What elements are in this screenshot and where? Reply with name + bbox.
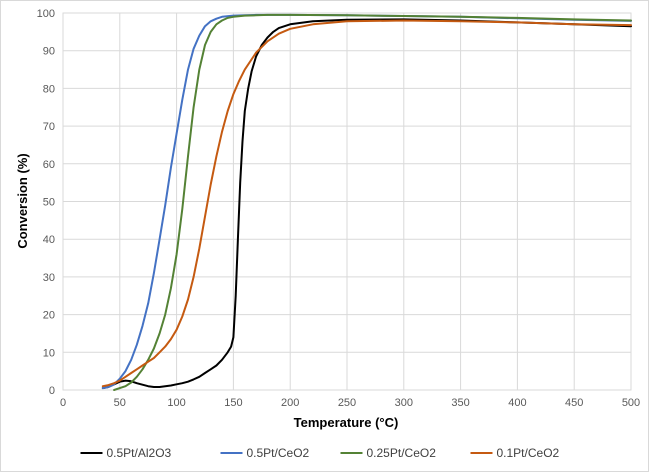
series-layer <box>101 13 632 391</box>
x-tick-label: 450 <box>565 397 583 409</box>
y-tick-label: 60 <box>43 159 55 171</box>
y-axis-title: Conversion (%) <box>15 153 30 248</box>
y-tick-label: 100 <box>37 8 55 20</box>
y-tick-label: 40 <box>43 234 55 246</box>
y-tick-label: 70 <box>43 121 55 133</box>
grid-layer <box>62 12 632 391</box>
series-line-3 <box>101 19 632 388</box>
legend: 0.5Pt/Al2O3 0.5Pt/CeO2 0.25Pt/CeO2 0.1Pt/Ce… <box>80 446 560 460</box>
x-tick-label: 200 <box>281 397 299 409</box>
legend-label-3: 0.1Pt/CeO2 <box>497 446 560 460</box>
x-tick-label: 0 <box>60 397 66 409</box>
legend-label-0: 0.5Pt/Al2O3 <box>107 446 172 460</box>
y-tick-label: 20 <box>43 310 55 322</box>
y-tick-label: 90 <box>43 46 55 58</box>
legend-label-2: 0.25Pt/CeO2 <box>367 446 437 460</box>
y-tick-label: 50 <box>43 197 55 209</box>
tick-layer: 0 50 100 150 200 250 300 350 400 450 500 0 10 20 30 40 5… <box>37 8 641 409</box>
x-tick-label: 300 <box>395 397 413 409</box>
x-tick-label: 50 <box>114 397 126 409</box>
x-tick-label: 100 <box>167 397 185 409</box>
y-tick-label: 0 <box>49 385 55 397</box>
plot-area-border <box>62 12 632 391</box>
x-tick-label: 500 <box>622 397 640 409</box>
x-tick-label: 400 <box>508 397 526 409</box>
x-axis-title: Temperature (°C) <box>294 415 399 430</box>
x-tick-label: 150 <box>224 397 242 409</box>
x-tick-label: 250 <box>338 397 356 409</box>
y-tick-label: 30 <box>43 272 55 284</box>
legend-label-1: 0.5Pt/CeO2 <box>247 446 310 460</box>
series-line-0 <box>101 18 632 390</box>
series-line-2 <box>113 13 632 391</box>
y-tick-label: 80 <box>43 83 55 95</box>
y-tick-label: 10 <box>43 347 55 359</box>
x-tick-label: 350 <box>451 397 469 409</box>
